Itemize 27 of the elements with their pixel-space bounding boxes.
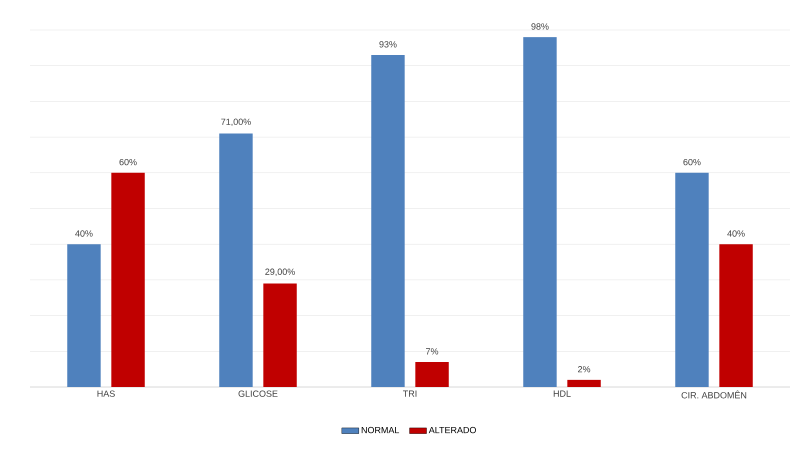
x-tick-label: CIR. ABDOMÊN [682,390,746,398]
x-tick-label: GLICOSE [238,390,278,397]
data-label: 2% [578,366,590,372]
bar [719,244,753,387]
x-tick-label: HDL [554,390,571,397]
data-label: 60% [120,158,137,166]
data-label: 29,00% [265,268,295,276]
bar [675,172,709,387]
bar [567,380,601,387]
legend-label: ALTERADO [428,426,476,434]
data-label: 71,00% [221,118,251,126]
x-tick-label: HAS [98,390,115,397]
bar [219,134,253,387]
data-label: 93% [379,41,397,48]
data-label: 40% [727,230,745,237]
bar [523,37,557,387]
data-label: 40% [75,230,93,237]
bar [415,362,449,387]
data-label: 60% [683,158,701,166]
bar [263,283,297,387]
legend-label: NORMAL [362,426,400,434]
bar [371,54,405,387]
data-label: 7% [426,348,438,354]
bar [67,244,101,387]
data-label: 98% [531,23,549,30]
x-tick-label: TRI [402,390,416,397]
bar [111,172,145,387]
